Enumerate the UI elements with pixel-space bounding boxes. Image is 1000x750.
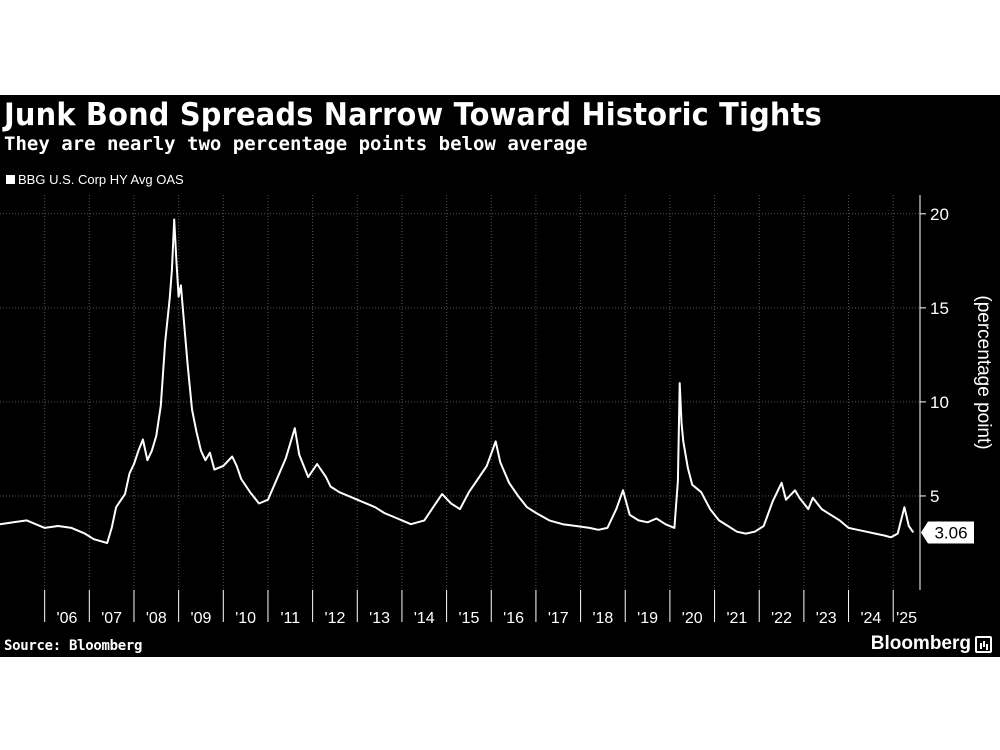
source-note: Source: Bloomberg — [4, 638, 143, 654]
x-tick-label: '07 — [101, 610, 122, 627]
y-tick-label: 15 — [930, 299, 949, 318]
chart-title: Junk Bond Spreads Narrow Toward Historic… — [4, 97, 822, 133]
x-tick-label: '22 — [771, 610, 792, 627]
x-tick-label: '23 — [816, 610, 837, 627]
x-tick-label: '06 — [57, 610, 78, 627]
y-tick-label: 5 — [930, 487, 939, 506]
legend-swatch — [6, 175, 15, 184]
x-tick-label: '15 — [459, 610, 480, 627]
x-tick-label: '12 — [325, 610, 346, 627]
y-axis-title: (percentage point) — [973, 295, 994, 449]
bloomberg-logo: Bloomberg — [871, 633, 992, 655]
x-tick-label: '24 — [860, 610, 881, 627]
x-tick-label: '09 — [191, 610, 212, 627]
x-tick-label: '19 — [637, 610, 658, 627]
x-tick-label: '16 — [503, 610, 524, 627]
x-tick-label: '17 — [548, 610, 569, 627]
x-tick-label: '14 — [414, 610, 435, 627]
x-tick-label: '08 — [146, 610, 167, 627]
legend: BBG U.S. Corp HY Avg OAS — [6, 172, 184, 187]
series-line — [0, 218, 915, 544]
x-tick-label: '18 — [592, 610, 613, 627]
last-value-label: 3.06 — [934, 523, 967, 542]
x-tick-label: '10 — [235, 610, 256, 627]
x-tick-label: '13 — [369, 610, 390, 627]
legend-label: BBG U.S. Corp HY Avg OAS — [18, 172, 184, 187]
chart-panel: Junk Bond Spreads Narrow Toward Historic… — [0, 95, 1000, 657]
x-tick-label: '11 — [280, 610, 300, 627]
y-tick-label: 10 — [930, 393, 949, 412]
brand-name: Bloomberg — [870, 633, 971, 654]
bar-chart-icon — [975, 635, 992, 653]
y-tick-label: 20 — [930, 205, 949, 224]
x-tick-label: '20 — [682, 610, 703, 627]
last-value-marker — [921, 521, 974, 544]
x-tick-label: '21 — [726, 610, 747, 627]
line-chart: 5 10 15 20 '06 '07 '08 '09 '10 '11 '12 '13 '14 '15 '16… — [0, 195, 994, 627]
chart-subtitle: They are nearly two percentage points be… — [4, 133, 588, 155]
x-tick-label: '25 — [896, 610, 917, 627]
